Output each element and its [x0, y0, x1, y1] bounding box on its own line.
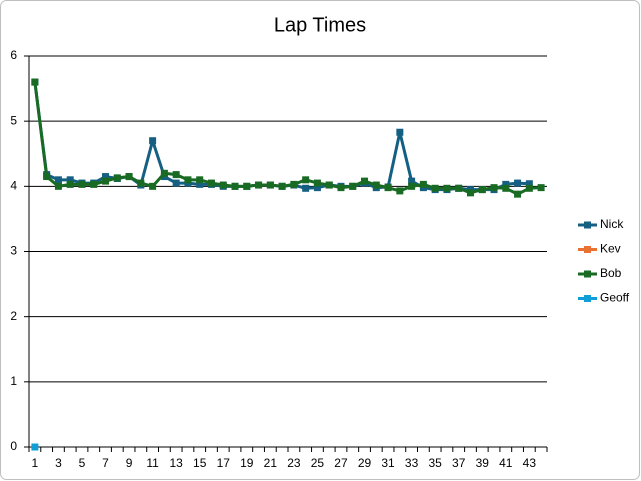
y-tick-label: 3 [10, 244, 17, 258]
x-tick-label: 13 [169, 456, 183, 470]
data-point [443, 184, 451, 192]
x-tick-label: 31 [381, 456, 395, 470]
data-point [207, 179, 215, 187]
data-point [325, 181, 333, 189]
data-point [78, 180, 86, 188]
x-tick-label: 7 [102, 456, 109, 470]
data-point [431, 184, 439, 192]
data-point [278, 182, 286, 190]
y-tick-label: 6 [10, 48, 17, 62]
data-point [172, 171, 180, 179]
legend-label: Bob [600, 266, 622, 280]
x-tick-label: 17 [217, 456, 231, 470]
data-point [408, 177, 416, 185]
data-point [478, 186, 486, 194]
y-tick-label: 2 [10, 309, 17, 323]
x-tick-label: 33 [405, 456, 419, 470]
data-point [455, 184, 463, 192]
data-point [149, 137, 157, 145]
x-tick-label: 23 [287, 456, 301, 470]
data-point [172, 179, 180, 187]
legend-marker [584, 270, 591, 278]
data-point [361, 177, 369, 185]
data-point [514, 190, 522, 198]
legend-label: Kev [600, 242, 621, 256]
data-point [137, 179, 145, 187]
y-tick-label: 0 [10, 439, 17, 453]
data-point [54, 182, 62, 190]
legend-marker [584, 221, 591, 229]
x-tick-label: 11 [146, 456, 159, 470]
data-point [313, 179, 321, 187]
y-tick-label: 4 [10, 179, 17, 193]
data-point [196, 176, 204, 184]
data-point [160, 169, 168, 177]
data-point [290, 180, 298, 188]
data-point [66, 176, 74, 184]
data-point [243, 182, 251, 190]
data-point [396, 128, 404, 136]
data-point [313, 184, 321, 192]
data-point [349, 182, 357, 190]
x-tick-label: 29 [358, 456, 372, 470]
data-point [66, 180, 74, 188]
data-point [31, 78, 39, 86]
data-point [302, 176, 310, 184]
data-point [490, 184, 498, 192]
data-point [337, 184, 345, 192]
x-tick-label: 1 [32, 456, 39, 470]
x-tick-label: 21 [264, 456, 278, 470]
data-point [219, 181, 227, 189]
x-tick-label: 9 [126, 456, 133, 470]
y-tick-label: 1 [10, 374, 17, 388]
data-point [525, 184, 533, 192]
data-point [396, 187, 404, 195]
x-tick-label: 19 [240, 456, 254, 470]
data-point [90, 180, 98, 188]
x-tick-label: 27 [334, 456, 348, 470]
data-point [113, 174, 121, 182]
x-tick-label: 3 [55, 456, 62, 470]
data-point [184, 176, 192, 184]
x-tick-label: 35 [428, 456, 442, 470]
data-point [502, 180, 510, 188]
data-point [525, 180, 533, 188]
legend-label: Nick [600, 217, 624, 231]
data-point [408, 182, 416, 190]
data-point [102, 177, 110, 185]
data-point [419, 180, 427, 188]
x-tick-label: 15 [193, 456, 207, 470]
x-tick-label: 37 [452, 456, 466, 470]
data-point [372, 181, 380, 189]
data-point [102, 173, 110, 181]
data-point [31, 443, 39, 451]
x-tick-label: 41 [499, 456, 513, 470]
data-point [43, 173, 51, 181]
data-point [466, 189, 474, 197]
data-point [125, 173, 133, 181]
data-point [231, 182, 239, 190]
x-tick-label: 5 [79, 456, 86, 470]
chart-title: Lap Times [274, 14, 366, 36]
legend-marker [584, 246, 591, 253]
x-tick-label: 39 [476, 456, 490, 470]
data-point [54, 176, 62, 184]
data-point [149, 182, 157, 190]
y-tick-label: 5 [10, 113, 17, 127]
data-point [196, 180, 204, 188]
x-tick-label: 25 [311, 456, 325, 470]
legend-marker [584, 295, 591, 302]
data-point [537, 184, 545, 192]
data-point [384, 184, 392, 192]
data-point [255, 181, 263, 189]
data-point [302, 184, 310, 192]
x-tick-label: 43 [523, 456, 537, 470]
data-point [266, 181, 274, 189]
data-point [502, 184, 510, 192]
data-point [514, 179, 522, 187]
legend-label: Geoff [600, 291, 630, 305]
